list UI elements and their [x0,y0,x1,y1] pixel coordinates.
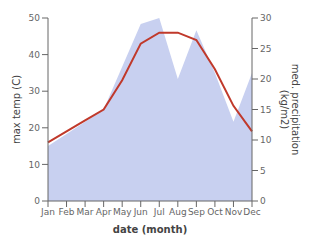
svg-text:Dec: Dec [243,207,260,217]
svg-text:Jun: Jun [133,207,148,217]
svg-text:Apr: Apr [96,207,112,217]
svg-text:0: 0 [34,196,40,206]
svg-text:med. precipitation(kg/m2): med. precipitation(kg/m2) [279,64,301,156]
svg-text:15: 15 [260,105,271,115]
svg-text:max temp (C): max temp (C) [11,75,22,144]
svg-text:date (month): date (month) [113,224,187,235]
svg-text:30: 30 [260,13,272,23]
svg-text:Aug: Aug [169,207,187,217]
svg-text:Sep: Sep [188,207,205,217]
svg-text:30: 30 [29,86,41,96]
svg-text:25: 25 [260,44,271,54]
svg-text:Nov: Nov [225,207,243,217]
svg-text:Feb: Feb [59,207,75,217]
svg-text:50: 50 [29,13,41,23]
svg-text:May: May [113,207,132,217]
svg-text:20: 20 [260,74,272,84]
svg-text:Mar: Mar [77,207,94,217]
svg-text:Jan: Jan [40,207,55,217]
svg-text:20: 20 [29,123,41,133]
svg-text:Jul: Jul [153,207,165,217]
svg-text:5: 5 [260,166,266,176]
svg-text:10: 10 [260,135,272,145]
svg-text:Oct: Oct [207,207,223,217]
svg-text:0: 0 [260,196,266,206]
svg-text:10: 10 [29,160,41,170]
svg-text:40: 40 [29,50,41,60]
